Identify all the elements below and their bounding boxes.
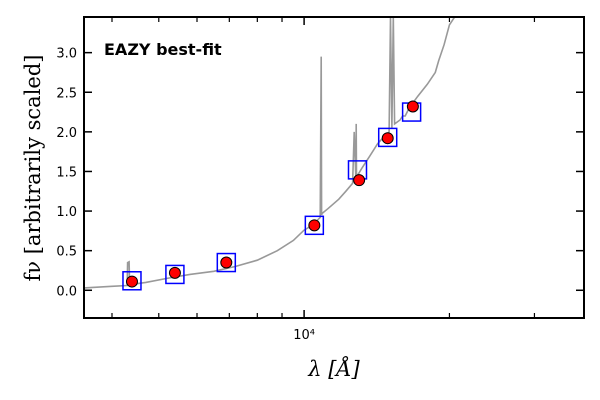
observed-photometry-point (168, 266, 181, 279)
model-photometry-square (304, 215, 325, 236)
model-spectrum-line (84, 17, 456, 289)
y-tick-label: 0.5 (56, 245, 77, 260)
observed-photometry-point (308, 219, 321, 232)
model-layer (84, 17, 456, 289)
observed-photometry-point (220, 256, 233, 269)
plot-background (84, 17, 584, 318)
model-photometry-square (165, 264, 185, 285)
y-tick-labels: 0.0 0.5 1.0 1.5 2.0 2.5 3.0 (56, 47, 77, 300)
model-photometry-square (377, 127, 398, 148)
y-tick-label: 1.0 (56, 205, 77, 220)
y-tick-label: 1.5 (56, 165, 77, 180)
plot-frame (83, 16, 585, 319)
annotation-label: EAZY best-fit (104, 40, 222, 59)
model-photometry-square (122, 271, 142, 291)
observed-photometry-point (381, 132, 394, 145)
y-tick-label: 0.0 (56, 284, 77, 299)
model-photometry-square (216, 252, 237, 273)
y-axis-label: fν [arbitrarily scaled] (21, 55, 45, 282)
observed-photometry-point (125, 275, 138, 288)
y-tick-label: 2.0 (56, 126, 77, 141)
observed-photometry-point (406, 100, 419, 113)
x-tick-labels: 10⁴ (293, 328, 315, 343)
x-axis-label: λ [Å] (307, 356, 360, 381)
y-tick-label: 2.5 (56, 86, 77, 101)
y-tick-label: 3.0 (56, 47, 77, 62)
x-tick-label: 10⁴ (293, 328, 315, 343)
observed-photometry-layer (125, 100, 419, 288)
observed-photometry-point (353, 174, 366, 187)
